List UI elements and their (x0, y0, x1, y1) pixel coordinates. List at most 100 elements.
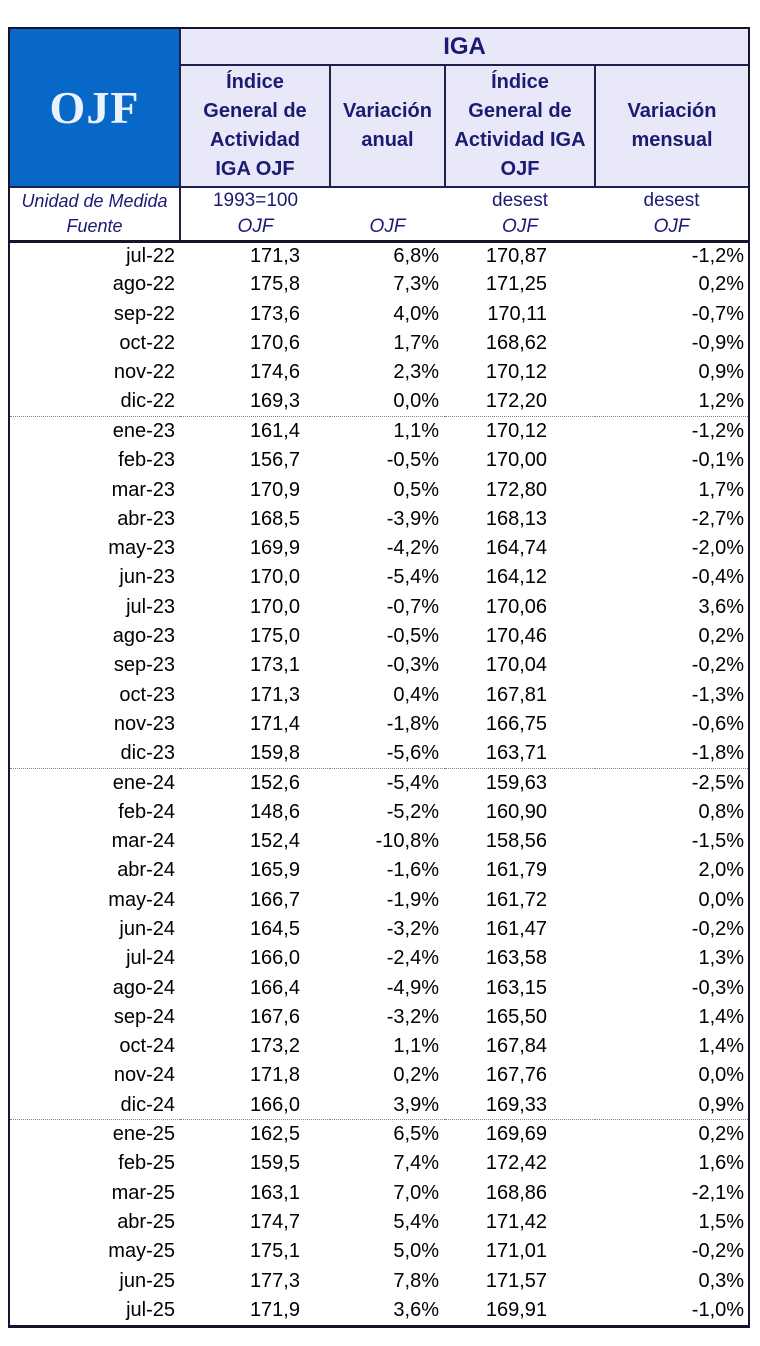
value-cell: 0,9% (698, 361, 745, 384)
month-cell: jun-24 (119, 917, 175, 940)
value-cell: -0,9% (691, 332, 745, 355)
value-cell: 170,06 (485, 595, 547, 618)
table-row: dic-23 159,8 -5,6% 163,71 -1,8% (10, 739, 748, 768)
table-row: mar-23 170,9 0,5% 172,80 1,7% (10, 475, 748, 504)
value-cell: 1,4% (698, 1035, 745, 1058)
value-cell: 164,12 (485, 566, 547, 589)
value-cell: -1,0% (691, 1298, 745, 1321)
month-cell: feb-24 (118, 800, 175, 823)
value-cell: -0,6% (691, 712, 745, 735)
value-cell: 165,50 (485, 1005, 547, 1028)
table-row: jul-23 170,0 -0,7% 170,06 3,6% (10, 593, 748, 622)
value-cell: -0,5% (386, 625, 439, 647)
value-cell: 164,74 (485, 537, 547, 560)
value-cell: -0,3% (691, 976, 745, 999)
month-cell: ago-22 (112, 273, 175, 296)
table-row: dic-24 166,0 3,9% 169,33 0,9% (10, 1091, 748, 1120)
value-cell: -5,4% (330, 767, 445, 798)
source-cell: OJF (180, 214, 330, 243)
value-cell: -2,4% (386, 947, 439, 970)
value-cell: -10,8% (375, 830, 439, 853)
value-cell: 0,2% (698, 625, 745, 647)
table-row: oct-23 171,3 0,4% 167,81 -1,3% (10, 680, 748, 709)
value-cell: 171,3 (249, 244, 300, 267)
value-cell: 171,25 (485, 273, 547, 296)
month-cell: sep-24 (113, 1005, 175, 1028)
value-cell: 160,90 (485, 800, 547, 823)
source-cell: OJF (330, 214, 445, 243)
value-cell: 7,4% (393, 1152, 439, 1175)
unit-cell: desest (643, 190, 700, 211)
value-cell: -5,2% (386, 800, 439, 823)
value-cell: 0,2% (393, 1064, 439, 1087)
value-cell: 174,7 (249, 1210, 300, 1233)
table-row: jun-23 170,0 -5,4% 164,12 -0,4% (10, 563, 748, 592)
value-cell: 1,7% (393, 332, 439, 355)
value-cell: 174,6 (249, 361, 300, 384)
value-cell: 3,6% (698, 595, 745, 618)
table-row: jun-24 164,5 -3,2% 161,47 -0,2% (10, 915, 748, 944)
value-cell: 169,33 (485, 1093, 547, 1116)
value-cell: -4,2% (386, 537, 439, 560)
value-cell: 161,72 (485, 888, 547, 911)
column-header-row: Índice General de Actividad IGA OJF Vari… (10, 65, 749, 188)
month-cell: oct-24 (119, 1035, 175, 1058)
value-cell: 170,87 (485, 244, 547, 267)
value-cell: 170,0 (249, 566, 300, 589)
value-cell: 166,4 (249, 976, 300, 999)
value-cell: 1,2% (698, 390, 745, 413)
value-cell: 1,1% (393, 1035, 439, 1058)
table-row: sep-24 167,6 -3,2% 165,50 1,4% (10, 1003, 748, 1032)
table-row: may-25 175,1 5,0% 171,01 -0,2% (10, 1237, 748, 1266)
value-cell: -1,8% (386, 712, 439, 735)
value-cell: -1,2% (595, 416, 749, 447)
table-row: may-24 166,7 -1,9% 161,72 0,0% (10, 886, 748, 915)
col-header-variacion-anual: Variación anual (330, 65, 446, 188)
month-cell: dic-24 (120, 1093, 175, 1116)
value-cell: -5,4% (386, 566, 439, 589)
month-cell: may-24 (108, 888, 175, 911)
month-cell: jul-25 (126, 1298, 175, 1321)
table-row: ago-22 175,8 7,3% 171,25 0,2% (10, 270, 748, 299)
value-cell: 171,3 (249, 683, 300, 706)
value-cell: 163,15 (485, 976, 547, 999)
value-cell: -0,7% (386, 595, 439, 618)
value-cell: 1,7% (698, 478, 745, 501)
value-cell: 159,63 (445, 767, 595, 798)
table-row: sep-22 173,6 4,0% 170,11 -0,7% (10, 300, 748, 329)
value-cell: -2,7% (691, 507, 745, 530)
month-cell: abr-25 (117, 1210, 175, 1233)
value-cell: 170,12 (445, 416, 595, 447)
value-cell: 7,3% (393, 273, 439, 296)
value-cell: 168,13 (485, 507, 547, 530)
value-cell: 152,4 (249, 830, 300, 853)
value-cell: 1,5% (698, 1210, 745, 1233)
month-cell: abr-23 (117, 507, 175, 530)
value-cell: 171,4 (249, 712, 300, 735)
value-cell: -4,9% (386, 976, 439, 999)
value-cell: 161,47 (485, 917, 547, 940)
value-cell: 7,0% (393, 1181, 439, 1204)
unit-row: Unidad de Medida 1993=100 desest desest (10, 187, 748, 214)
source-row: Fuente OJF OJF OJF OJF (10, 214, 749, 243)
month-cell: jun-25 (119, 1269, 175, 1292)
table-row: feb-24 148,6 -5,2% 160,90 0,8% (10, 798, 748, 827)
month-cell: oct-22 (119, 332, 175, 355)
month-cell: jun-23 (119, 566, 175, 589)
value-cell: 172,42 (485, 1152, 547, 1175)
table-row: oct-24 173,2 1,1% 167,84 1,4% (10, 1032, 748, 1061)
value-cell: 170,6 (249, 332, 300, 355)
table-row: mar-25 163,1 7,0% 168,86 -2,1% (10, 1179, 748, 1208)
group-header-iga: IGA (180, 29, 749, 66)
value-cell: -1,5% (691, 830, 745, 853)
value-cell: 161,4 (180, 416, 330, 447)
value-cell: -0,2% (691, 1240, 745, 1263)
value-cell: -1,8% (691, 741, 745, 764)
table-row: feb-25 159,5 7,4% 172,42 1,6% (10, 1149, 748, 1178)
table-row: feb-23 156,7 -0,5% 170,00 -0,1% (10, 446, 748, 475)
value-cell: 175,0 (249, 625, 300, 647)
table-row: nov-24 171,8 0,2% 167,76 0,0% (10, 1061, 748, 1090)
value-cell: 0,0% (698, 1064, 745, 1087)
table-row: ago-23 175,0 -0,5% 170,46 0,2% (10, 622, 748, 651)
month-cell: mar-23 (111, 478, 175, 501)
